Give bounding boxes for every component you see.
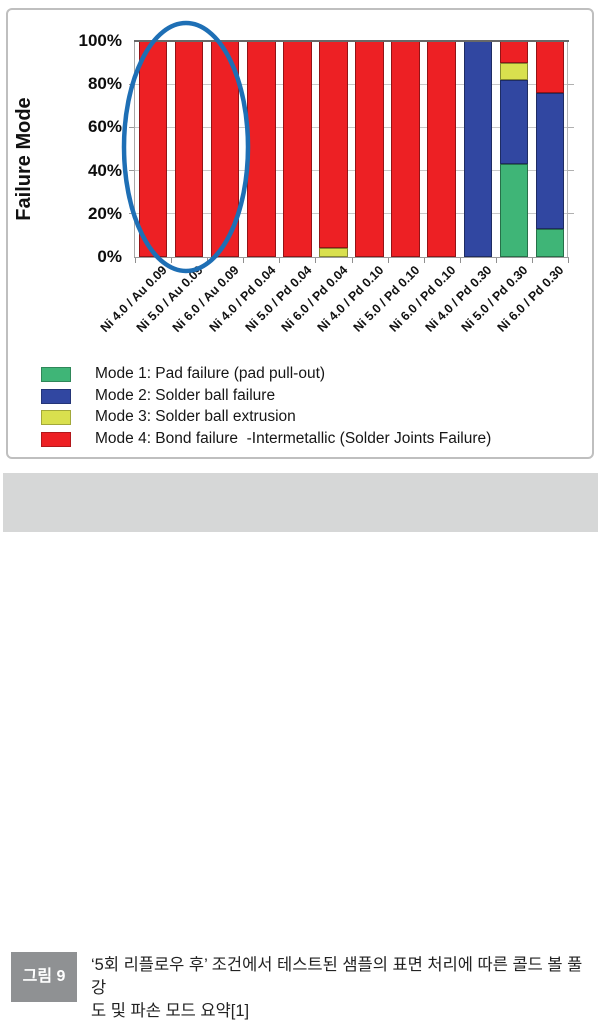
plot-top-line: [134, 39, 569, 42]
y-tick-label: 0%: [97, 247, 122, 266]
gridline: [135, 83, 568, 85]
x-axis-tick: [531, 258, 533, 263]
x-axis-tick: [387, 258, 389, 263]
y-tick-label: 100%: [78, 31, 122, 50]
gridline: [135, 213, 568, 215]
figure-root: Failure Mode 100% 80% 60% 40% 20% 0% Ni 4.0 / …: [3, 8, 598, 1020]
bar-segment: [210, 41, 240, 257]
legend-label: Mode 3: Solder ball extrusion: [95, 408, 296, 425]
y-axis-title: Failure Mode: [13, 97, 35, 221]
bar-segment: [499, 41, 529, 63]
y-tick-label: 60%: [87, 117, 122, 137]
caption-text: ‘5회 리플로우 후’ 조건에서 테스트된 샘플의 표면 처리에 따른 콜드 볼…: [91, 954, 593, 1023]
legend-swatch-mode-1: [41, 367, 71, 382]
x-axis-tick: [568, 258, 569, 263]
plot-right-border: [567, 41, 568, 257]
caption-line-2: 도 및 파손 모드 요약[1]: [91, 1002, 250, 1020]
bar-segment: [283, 41, 312, 257]
legend-swatch-mode-2: [41, 388, 71, 404]
x-axis-tick: [495, 258, 497, 263]
bar-segment: [355, 41, 384, 257]
gridline-stub-right: [568, 83, 574, 85]
y-axis-line: [134, 41, 135, 257]
legend-swatch-mode-4: [41, 431, 71, 447]
bar-segment: [535, 228, 565, 257]
bar-segment: [138, 41, 168, 257]
gridline: [135, 126, 568, 128]
bar-segment: [499, 62, 529, 80]
bar-segment: [319, 248, 348, 257]
figure-number-badge: 그림 9: [11, 952, 77, 1002]
y-tick-label: 20%: [87, 203, 122, 223]
legend-label: Mode 1: Pad failure (pad pull-out): [95, 365, 326, 382]
x-axis-tick: [315, 258, 317, 263]
x-axis-tick: [423, 258, 425, 263]
legend-swatch-mode-3: [41, 410, 71, 425]
gridline: [135, 170, 568, 172]
x-axis-tick: [171, 258, 173, 263]
x-axis-tick: [459, 258, 461, 263]
x-axis-tick: [135, 258, 136, 263]
bar-segment: [499, 79, 529, 165]
bar-segment: [247, 41, 276, 257]
figure-caption: 그림 9 ‘5회 리플로우 후’ 조건에서 테스트된 샘플의 표면 처리에 따른…: [3, 473, 598, 1020]
gridline-stub-right: [568, 213, 574, 215]
bar-segment: [174, 41, 204, 257]
x-axis-tick: [207, 258, 209, 263]
y-tick-label: 40%: [87, 160, 122, 180]
legend-label: Mode 2: Solder ball failure: [95, 386, 276, 404]
chart-canvas: Failure Mode 100% 80% 60% 40% 20% 0% Ni 4.0 / …: [13, 31, 574, 447]
x-axis-tick: [243, 258, 245, 263]
x-axis-tick: [351, 258, 353, 263]
bar-segment: [535, 92, 565, 229]
bar-segment: [463, 41, 493, 257]
bar-segment: [427, 41, 456, 257]
gridline-stub-right: [568, 170, 574, 172]
bar-segment: [391, 41, 420, 257]
caption-line-1: ‘5회 리플로우 후’ 조건에서 테스트된 샘플의 표면 처리에 따른 콜드 볼…: [91, 956, 583, 997]
gridline-stub-right: [568, 126, 574, 128]
y-tick-label: 80%: [87, 74, 122, 94]
bar-segment: [499, 164, 529, 257]
x-axis-tick: [279, 258, 281, 263]
legend-label: Mode 4: Bond failure -Intermetallic (Sol…: [95, 429, 492, 447]
x-tick-label-text: Ni 6.0 / Pd 0.30: [495, 263, 567, 335]
x-axis-line: [134, 257, 569, 258]
bar-segment: [535, 41, 565, 93]
bar-segment: [319, 41, 348, 249]
